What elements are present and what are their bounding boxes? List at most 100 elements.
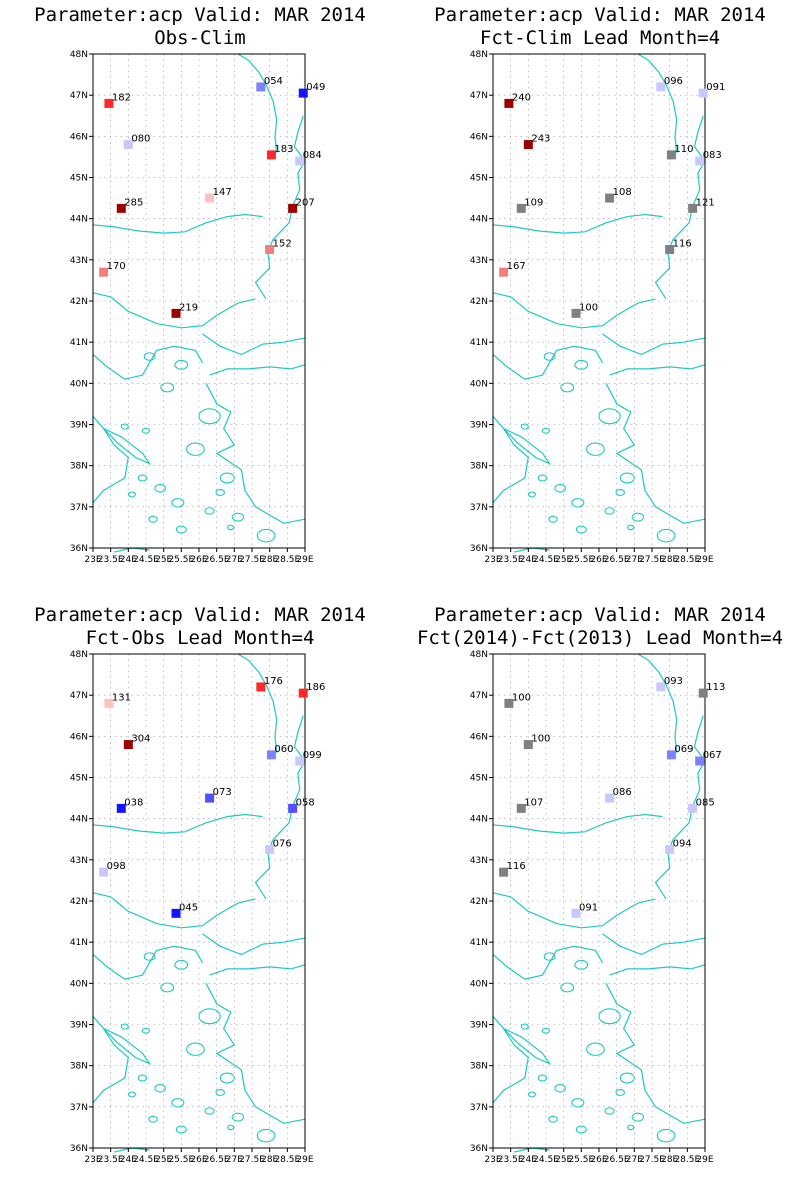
panel-title: Parameter:acp Valid: MAR 2014 [434, 4, 766, 26]
station-marker [605, 793, 615, 803]
map-panel-fct-clim: 48N 47N 46N 45N 44N 43N 42N 41N 40N 39N 38N 37N 36N 2… [400, 0, 800, 600]
island-outline [604, 507, 615, 515]
lat-tick-label: 45N [470, 174, 488, 184]
station-label: 086 [613, 787, 632, 798]
lat-tick-label: 47N [70, 691, 88, 701]
coastline [205, 383, 306, 524]
station-label: 038 [124, 797, 143, 808]
station-marker [666, 750, 676, 760]
station-label: 084 [303, 150, 322, 161]
coastline [503, 428, 552, 465]
lon-tick-label: 25E [555, 1155, 572, 1165]
station-label: 240 [512, 92, 531, 103]
lon-tick-label: 25.5E [568, 555, 594, 565]
station-label: 073 [213, 787, 232, 798]
island-outline [160, 982, 175, 993]
station-marker [123, 740, 133, 750]
island-outline [137, 474, 148, 482]
station-label: 219 [179, 302, 198, 313]
lon-tick-label: 24E [520, 555, 537, 565]
station-label: 108 [613, 187, 632, 198]
station-marker [516, 803, 526, 813]
island-outline [127, 1091, 136, 1098]
coastline [609, 364, 706, 376]
island-outline [537, 1074, 548, 1082]
lat-tick-label: 39N [470, 421, 488, 431]
island-outline [175, 1125, 187, 1134]
station-marker [104, 698, 114, 708]
lon-tick-label: 23.5E [98, 1155, 124, 1165]
lon-tick-label: 28E [661, 1155, 678, 1165]
island-outline [527, 491, 536, 498]
station-marker [665, 245, 675, 255]
station-label: 098 [107, 861, 126, 872]
coastline [114, 547, 150, 553]
island-outline [604, 1107, 615, 1115]
station-marker [171, 908, 181, 918]
island-outline [548, 515, 558, 523]
lat-tick-label: 44N [70, 815, 88, 825]
lat-tick-label: 44N [70, 215, 88, 225]
lat-tick-label: 42N [70, 297, 88, 307]
station-marker [656, 682, 666, 692]
island-outline [548, 1115, 558, 1123]
station-label: 054 [264, 76, 283, 87]
lat-tick-label: 40N [470, 979, 488, 989]
station-label: 094 [673, 839, 692, 850]
station-marker [656, 82, 666, 92]
island-outline [198, 408, 221, 425]
station-marker [523, 740, 533, 750]
island-outline [520, 423, 529, 430]
lon-tick-label: 27.5E [239, 1155, 265, 1165]
lat-tick-label: 46N [470, 732, 488, 742]
lat-tick-label: 37N [70, 1103, 88, 1113]
lon-tick-label: 24.5E [133, 555, 159, 565]
coastline [492, 1015, 529, 1104]
island-outline [143, 352, 156, 361]
station-label: 147 [213, 187, 232, 198]
station-marker [504, 98, 514, 108]
lon-tick-label: 28E [661, 555, 678, 565]
lon-tick-label: 26.5E [604, 555, 630, 565]
lon-tick-label: 23.5E [498, 1155, 524, 1165]
lon-tick-label: 25E [555, 555, 572, 565]
station-label: 058 [296, 797, 315, 808]
island-outline [120, 1023, 129, 1030]
lat-tick-label: 48N [470, 650, 488, 660]
lon-tick-label: 29E [296, 1155, 313, 1165]
island-outline [204, 507, 215, 515]
station-marker [665, 845, 675, 855]
coastline [209, 364, 306, 376]
lat-tick-label: 38N [470, 462, 488, 472]
station-marker [116, 203, 126, 213]
island-outline [571, 497, 585, 508]
lon-tick-label: 27.5E [639, 555, 665, 565]
station-marker [523, 140, 533, 150]
station-marker [698, 688, 708, 698]
coastline [92, 292, 256, 329]
island-outline [656, 1128, 676, 1143]
station-label: 113 [706, 682, 725, 693]
coastline [514, 1147, 550, 1153]
coastline [492, 892, 656, 929]
lon-tick-label: 23E [84, 1155, 101, 1165]
station-marker [605, 193, 615, 203]
lat-tick-label: 38N [70, 1062, 88, 1072]
island-outline [186, 1042, 205, 1056]
map-panel-svg: 48N47N46N45N44N43N42N41N40N39N38N37N36N2… [434, 4, 766, 565]
station-label: 152 [273, 239, 292, 250]
station-label: 167 [507, 261, 526, 272]
coastline [609, 964, 706, 976]
station-marker [266, 750, 276, 760]
panel-title: Parameter:acp Valid: MAR 2014 [34, 4, 366, 26]
map-panel-svg: 48N47N46N45N44N43N42N41N40N39N38N37N36N2… [417, 604, 783, 1165]
lat-tick-label: 40N [70, 979, 88, 989]
lon-tick-label: 23.5E [98, 555, 124, 565]
lon-tick-label: 25.5E [168, 1155, 194, 1165]
coastline [492, 213, 663, 234]
lat-tick-label: 45N [470, 774, 488, 784]
lon-tick-label: 29E [296, 555, 313, 565]
island-outline [598, 1008, 621, 1025]
coastline [637, 53, 678, 153]
lon-tick-label: 25.5E [568, 1155, 594, 1165]
